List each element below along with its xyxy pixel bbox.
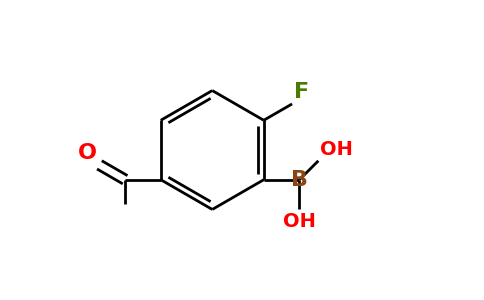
Text: B: B bbox=[291, 170, 308, 190]
Text: OH: OH bbox=[320, 140, 353, 159]
Text: OH: OH bbox=[283, 212, 316, 231]
Text: O: O bbox=[77, 143, 96, 164]
Text: F: F bbox=[294, 82, 310, 102]
